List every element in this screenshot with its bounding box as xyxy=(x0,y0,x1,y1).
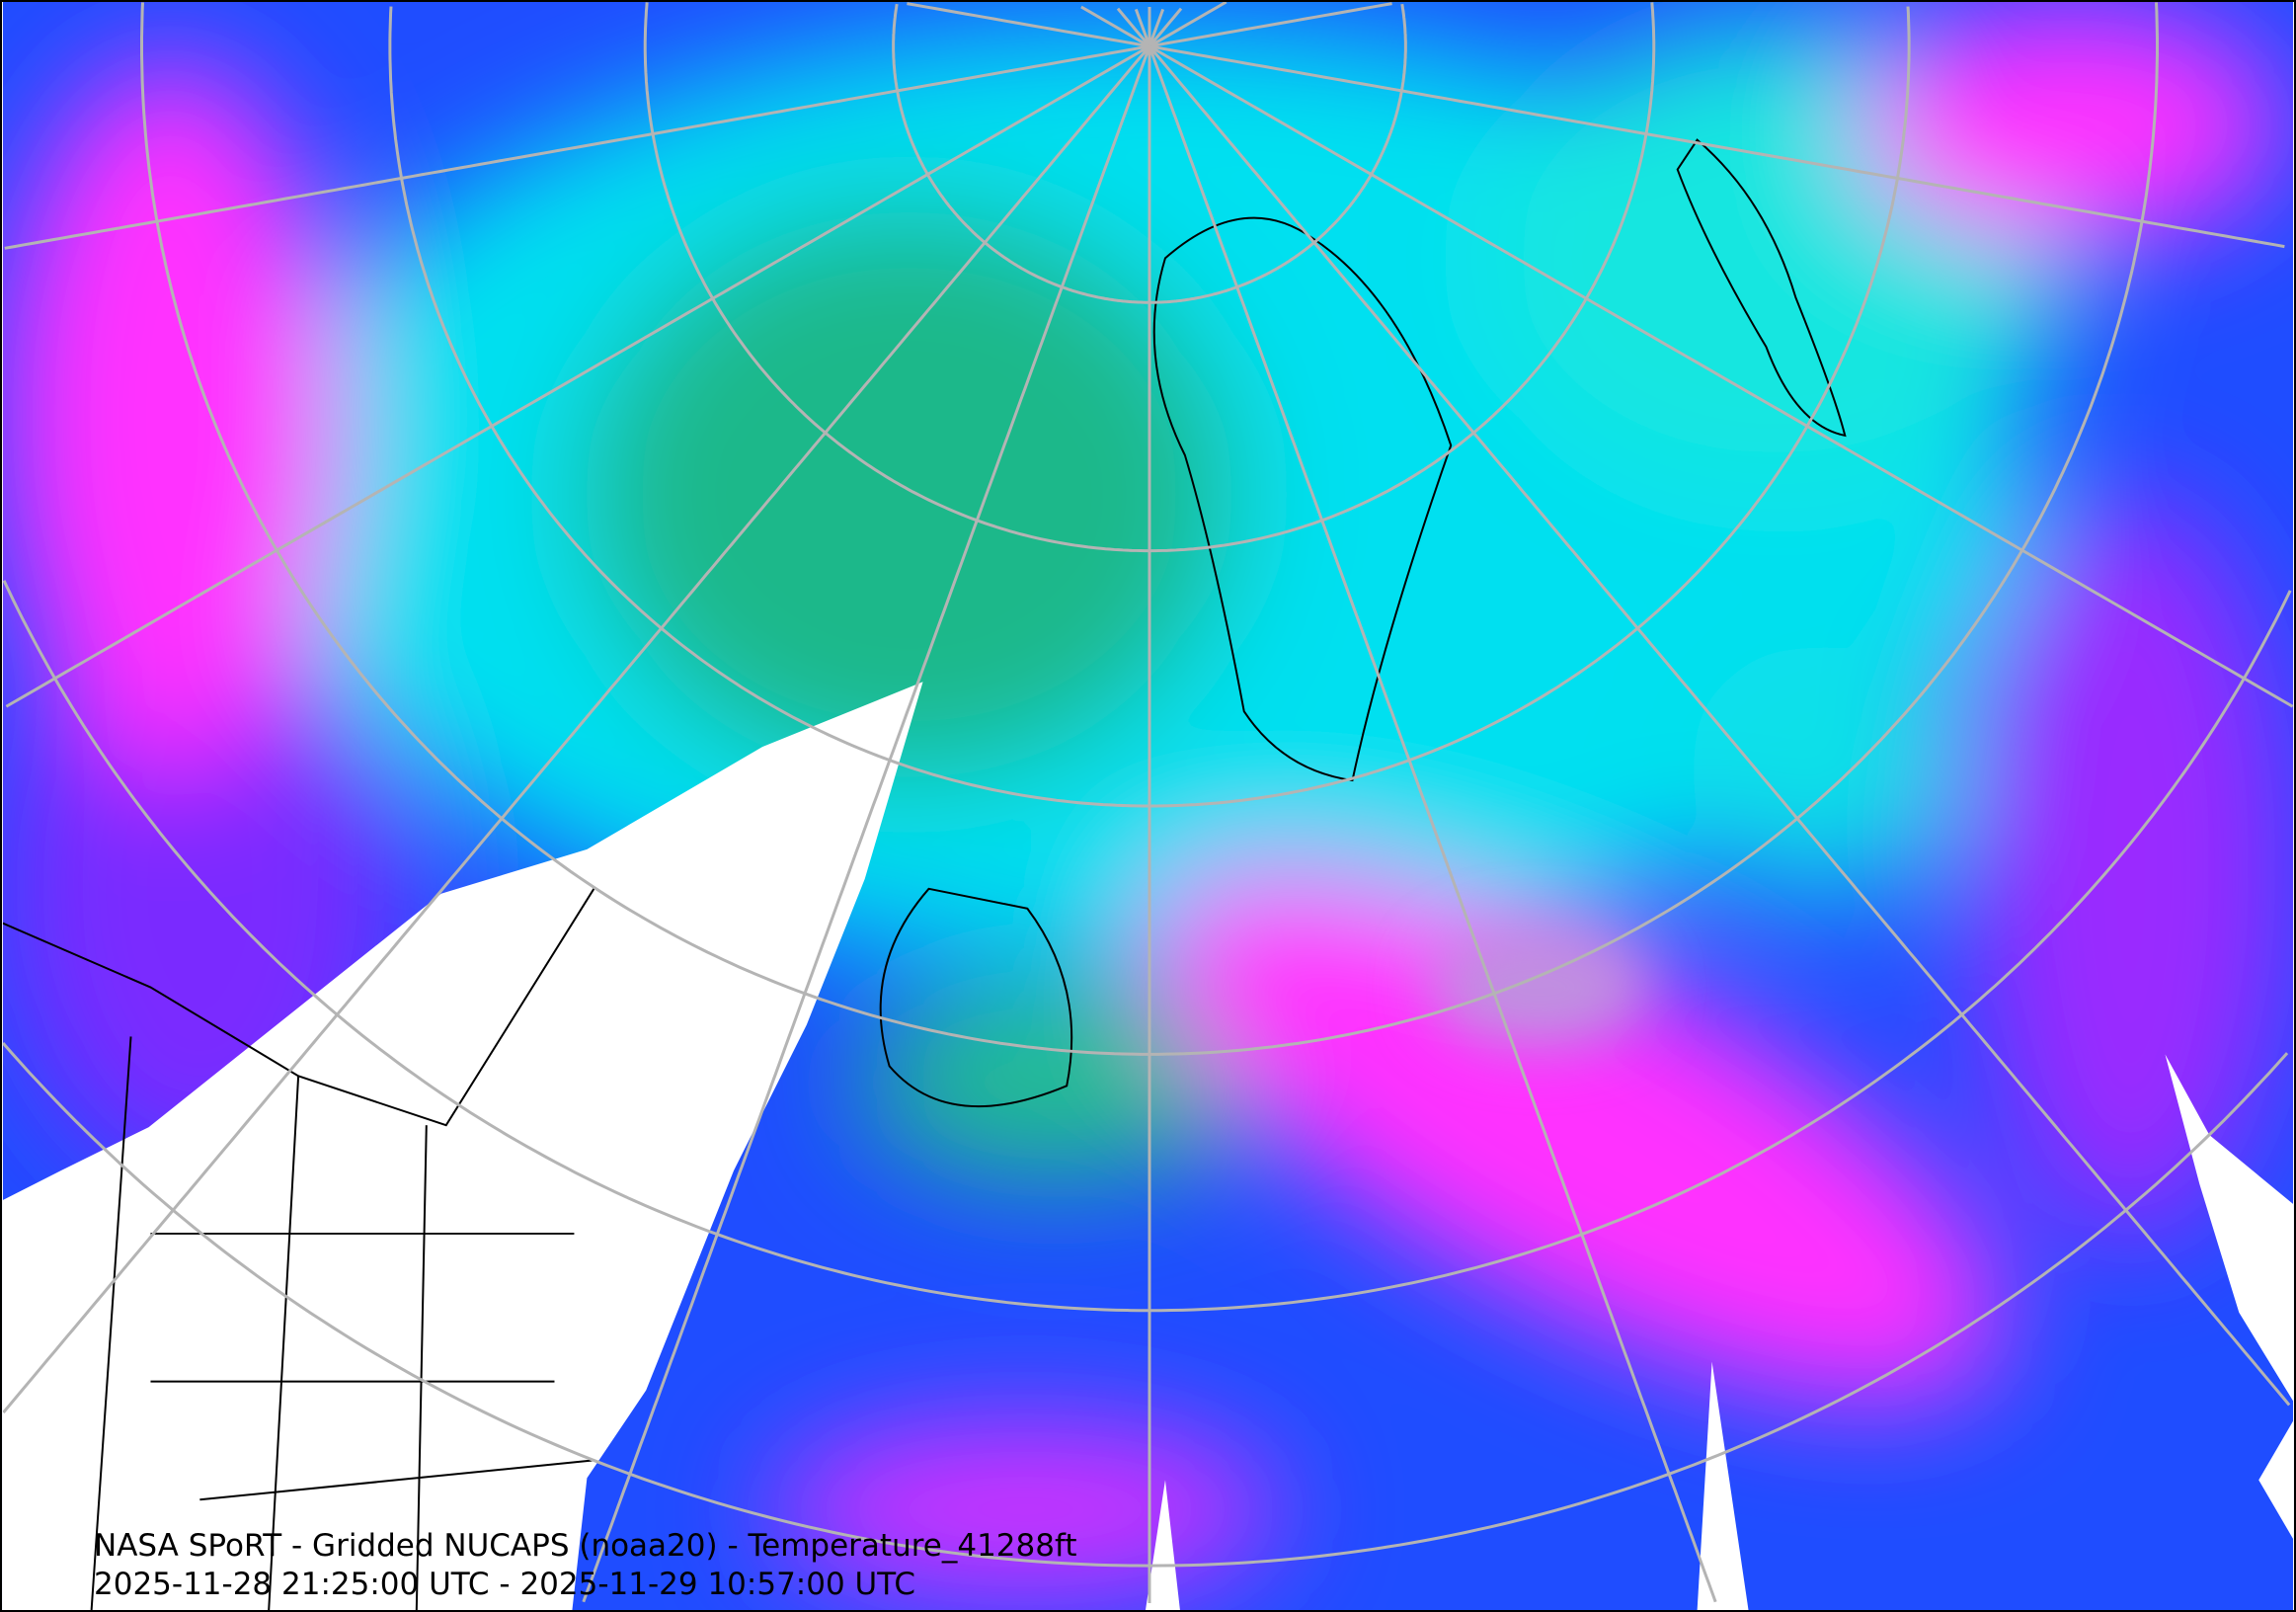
field-purple-east xyxy=(1972,494,2289,1244)
meridian-line xyxy=(1116,7,1151,47)
meridian-line xyxy=(1148,44,2294,708)
scandinavia-coast xyxy=(1676,138,1847,438)
meridian-line xyxy=(1080,5,1150,48)
field-magenta-west xyxy=(2,60,338,770)
meridian-line xyxy=(1148,7,1183,47)
map-time-range: 2025-11-28 21:25:00 UTC - 2025-11-29 10:… xyxy=(94,1567,915,1602)
meridian-line xyxy=(5,44,1150,708)
meridian-line xyxy=(2,44,1151,1413)
political-borders xyxy=(2,138,1847,1610)
no-data-regions xyxy=(2,682,2294,1610)
hudson-bay-coast xyxy=(879,887,1073,1108)
latitude-circle xyxy=(892,3,1407,304)
latitude-circle xyxy=(2,1042,2289,1568)
latitude-circle xyxy=(388,6,1911,808)
state-lines xyxy=(90,1036,594,1610)
meridian-line xyxy=(4,44,1150,250)
meridian-line xyxy=(1148,2,1392,48)
meridian-line xyxy=(1148,2,1227,48)
no-data-strip-southeast xyxy=(2258,1420,2294,1540)
greenland-coast xyxy=(1152,216,1453,782)
meridian-line xyxy=(1148,8,1165,47)
no-data-strip-south xyxy=(1697,1361,1749,1610)
field-gray-patch xyxy=(1431,927,1648,1047)
field-green-east-canada xyxy=(857,984,1252,1182)
latitude-circle xyxy=(140,2,2159,1056)
no-data-strip-south-2 xyxy=(1146,1480,1180,1610)
field-magenta-south xyxy=(768,1420,1282,1599)
no-data-strip-east xyxy=(2165,1054,2294,1402)
meridian-line xyxy=(582,45,1151,1603)
map-title: NASA SPoRT - Gridded NUCAPS (noaa20) - T… xyxy=(94,1528,1077,1564)
meridian-line xyxy=(907,2,1150,48)
latitude-circle xyxy=(2,580,2292,1313)
meridian-line xyxy=(1148,44,2285,249)
meridian-line xyxy=(1148,44,2291,1407)
field-magenta-europe xyxy=(1860,6,2284,244)
meridian-line xyxy=(1134,8,1151,47)
meridian-line xyxy=(1148,45,1717,1603)
field-cyan-norway-sea xyxy=(1687,642,1963,899)
field-magenta-atlantic xyxy=(1153,868,2005,1403)
latitude-circle xyxy=(643,2,1656,553)
no-data-wedge-north-america xyxy=(2,682,923,1610)
